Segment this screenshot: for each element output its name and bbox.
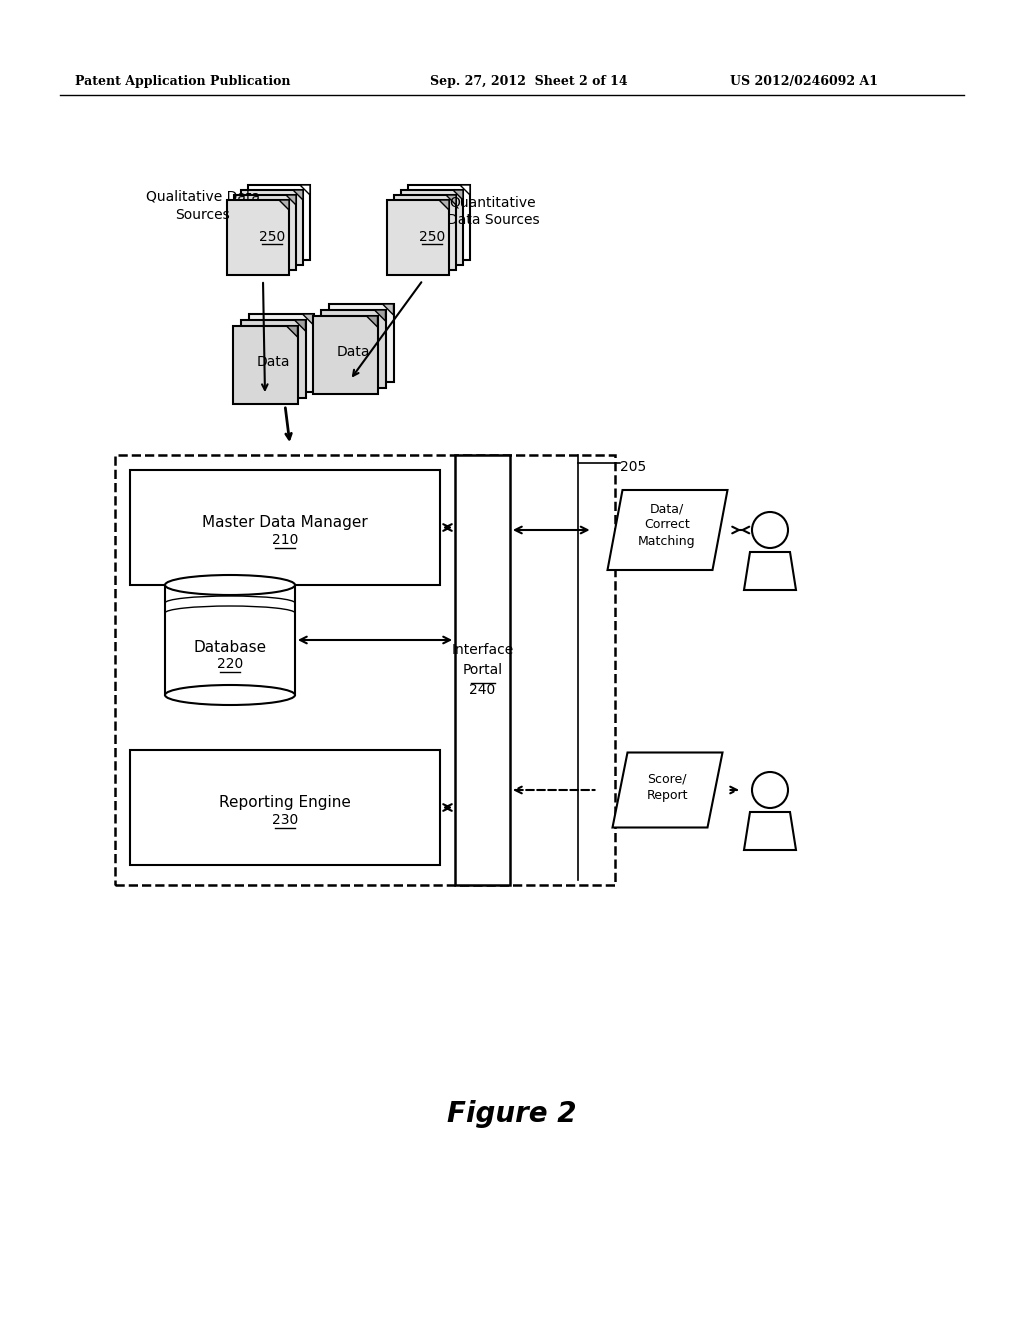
Text: Interface
Portal
240: Interface Portal 240 (452, 644, 514, 697)
Text: Sep. 27, 2012  Sheet 2 of 14: Sep. 27, 2012 Sheet 2 of 14 (430, 75, 628, 88)
Bar (227, 201, 289, 275)
Polygon shape (744, 552, 796, 590)
Polygon shape (446, 195, 456, 205)
Text: 220: 220 (217, 657, 243, 671)
Polygon shape (286, 195, 296, 205)
Ellipse shape (165, 576, 295, 595)
Text: Database: Database (194, 640, 266, 656)
Text: Data: Data (336, 345, 370, 359)
Text: Patent Application Publication: Patent Application Publication (75, 75, 291, 88)
Polygon shape (293, 190, 303, 201)
Bar (321, 310, 385, 388)
Text: Figure 2: Figure 2 (447, 1100, 577, 1129)
Polygon shape (612, 752, 723, 828)
Polygon shape (383, 304, 393, 315)
Text: 210: 210 (271, 532, 298, 546)
Bar (248, 185, 310, 260)
Polygon shape (607, 490, 727, 570)
Bar (241, 190, 303, 265)
Text: 250: 250 (419, 230, 445, 244)
Bar (130, 750, 440, 865)
Circle shape (752, 772, 788, 808)
Bar (241, 319, 305, 399)
Bar (387, 201, 449, 275)
Polygon shape (439, 201, 449, 210)
Text: Reporting Engine: Reporting Engine (219, 795, 351, 810)
Text: 205: 205 (620, 459, 646, 474)
Bar (165, 585, 295, 696)
Polygon shape (375, 310, 385, 321)
Polygon shape (460, 185, 470, 195)
Bar (312, 315, 378, 393)
Bar (455, 455, 510, 884)
Bar (401, 190, 463, 265)
Polygon shape (295, 319, 305, 331)
Bar (249, 314, 313, 392)
Text: Data/
Correct
Matching: Data/ Correct Matching (638, 503, 696, 548)
Text: 250: 250 (259, 230, 285, 244)
Text: Data: Data (256, 355, 290, 370)
Bar (329, 304, 393, 381)
Polygon shape (744, 812, 796, 850)
Polygon shape (453, 190, 463, 201)
Polygon shape (279, 201, 289, 210)
Polygon shape (302, 314, 313, 325)
Polygon shape (287, 326, 298, 337)
Text: Score/
Report: Score/ Report (646, 772, 688, 801)
Text: 230: 230 (272, 813, 298, 826)
Ellipse shape (165, 685, 295, 705)
Text: Qualitative Data
Sources: Qualitative Data Sources (146, 190, 260, 222)
Bar (115, 455, 615, 884)
Text: Quantitative
Data Sources: Quantitative Data Sources (446, 195, 540, 227)
Bar (394, 195, 456, 271)
Text: US 2012/0246092 A1: US 2012/0246092 A1 (730, 75, 878, 88)
Polygon shape (367, 315, 378, 327)
Text: Master Data Manager: Master Data Manager (202, 515, 368, 531)
Circle shape (752, 512, 788, 548)
Polygon shape (300, 185, 310, 195)
Bar (130, 470, 440, 585)
Bar (234, 195, 296, 271)
Bar (232, 326, 298, 404)
Bar (408, 185, 470, 260)
